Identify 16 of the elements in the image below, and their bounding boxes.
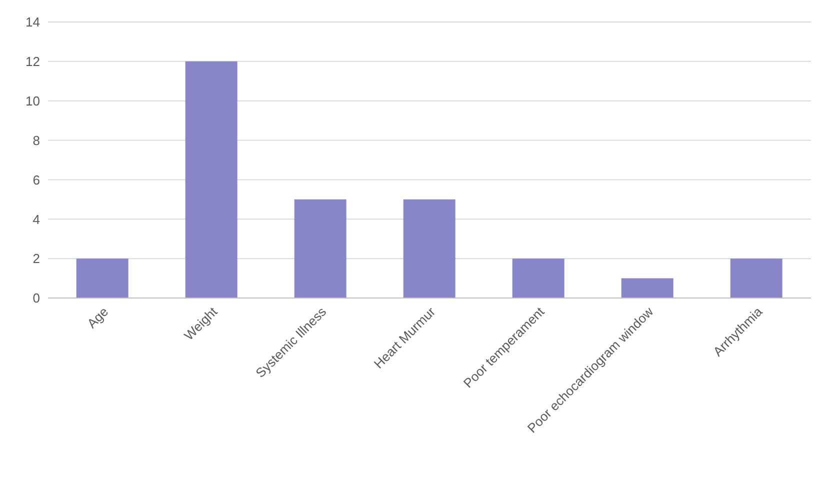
y-tick-label: 8 (32, 132, 40, 148)
y-tick-label: 10 (26, 93, 40, 108)
bar (730, 258, 782, 298)
y-tick-label: 4 (32, 212, 40, 227)
bar (76, 258, 128, 298)
bar (512, 258, 564, 298)
x-tick-label: Age (84, 304, 112, 332)
bar (185, 61, 238, 298)
y-tick-label: 12 (26, 54, 40, 70)
y-tick-label: 14 (26, 14, 40, 30)
bar (403, 199, 456, 298)
y-tick-label: 2 (32, 251, 40, 266)
bar (294, 199, 346, 298)
y-tick-label: 6 (32, 172, 40, 188)
y-tick-label: 0 (32, 290, 40, 306)
bar (621, 278, 674, 298)
